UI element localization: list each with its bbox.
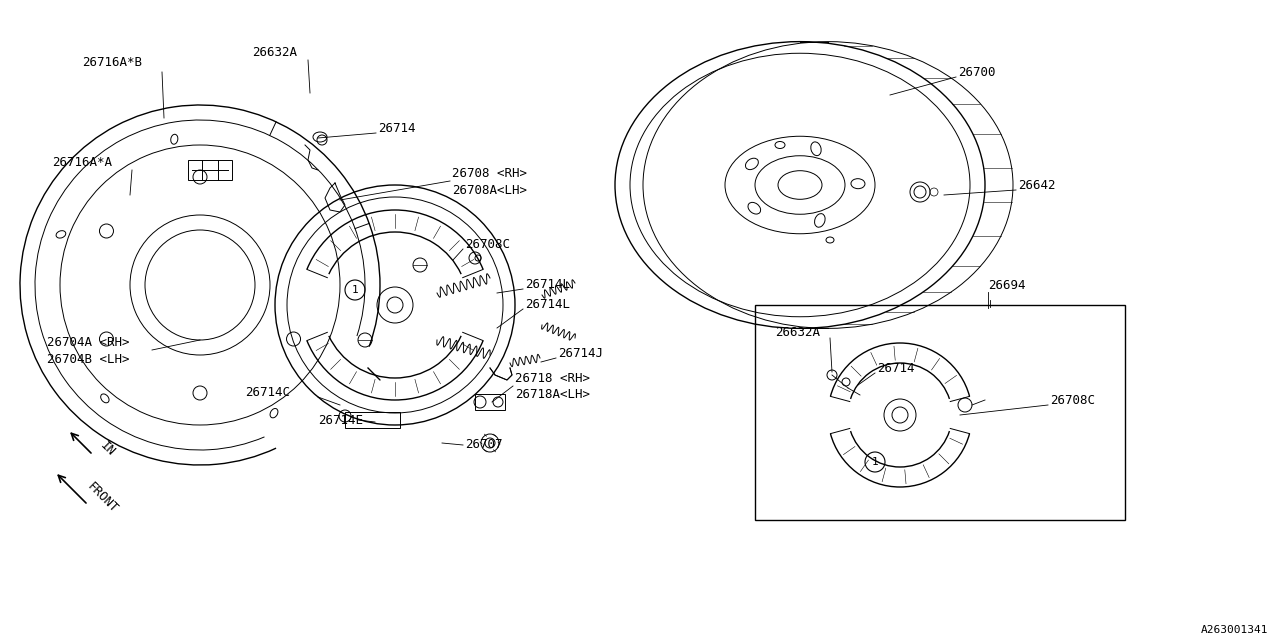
Text: 26704A <RH>: 26704A <RH>	[47, 335, 129, 349]
Bar	[188, 160, 232, 180]
Text: 26708C: 26708C	[465, 237, 509, 250]
Text: 26708 <RH>: 26708 <RH>	[452, 166, 527, 179]
Text: 26694: 26694	[988, 278, 1025, 291]
Text: 26642: 26642	[1018, 179, 1056, 191]
Bar	[475, 394, 506, 410]
Text: 26714C: 26714C	[244, 385, 291, 399]
Text: IN: IN	[99, 439, 118, 459]
Text: 26704B <LH>: 26704B <LH>	[47, 353, 129, 365]
Text: 26708C: 26708C	[1050, 394, 1094, 406]
Text: 26714L: 26714L	[525, 278, 570, 291]
Text: 26714: 26714	[877, 362, 914, 374]
Text: 26714: 26714	[378, 122, 416, 134]
Text: 1: 1	[872, 457, 878, 467]
Text: 26632A: 26632A	[252, 45, 297, 58]
Text: FRONT: FRONT	[84, 480, 120, 516]
Text: 1: 1	[352, 285, 358, 295]
Text: 26716A*B: 26716A*B	[82, 56, 142, 68]
Text: 26700: 26700	[957, 65, 996, 79]
Text: 26707: 26707	[465, 438, 503, 451]
Bar	[755, 305, 1125, 520]
Text: 26714E: 26714E	[317, 413, 364, 426]
Text: A263001341: A263001341	[1201, 625, 1268, 635]
Text: 26718 <RH>: 26718 <RH>	[515, 371, 590, 385]
Text: 26714J: 26714J	[558, 346, 603, 360]
Text: 26708A<LH>: 26708A<LH>	[452, 184, 527, 196]
Bar	[346, 412, 401, 428]
Text: 26718A<LH>: 26718A<LH>	[515, 388, 590, 401]
Text: 26632A: 26632A	[774, 326, 820, 339]
Text: 26716A*A: 26716A*A	[52, 156, 113, 168]
Text: 26714L: 26714L	[525, 298, 570, 310]
